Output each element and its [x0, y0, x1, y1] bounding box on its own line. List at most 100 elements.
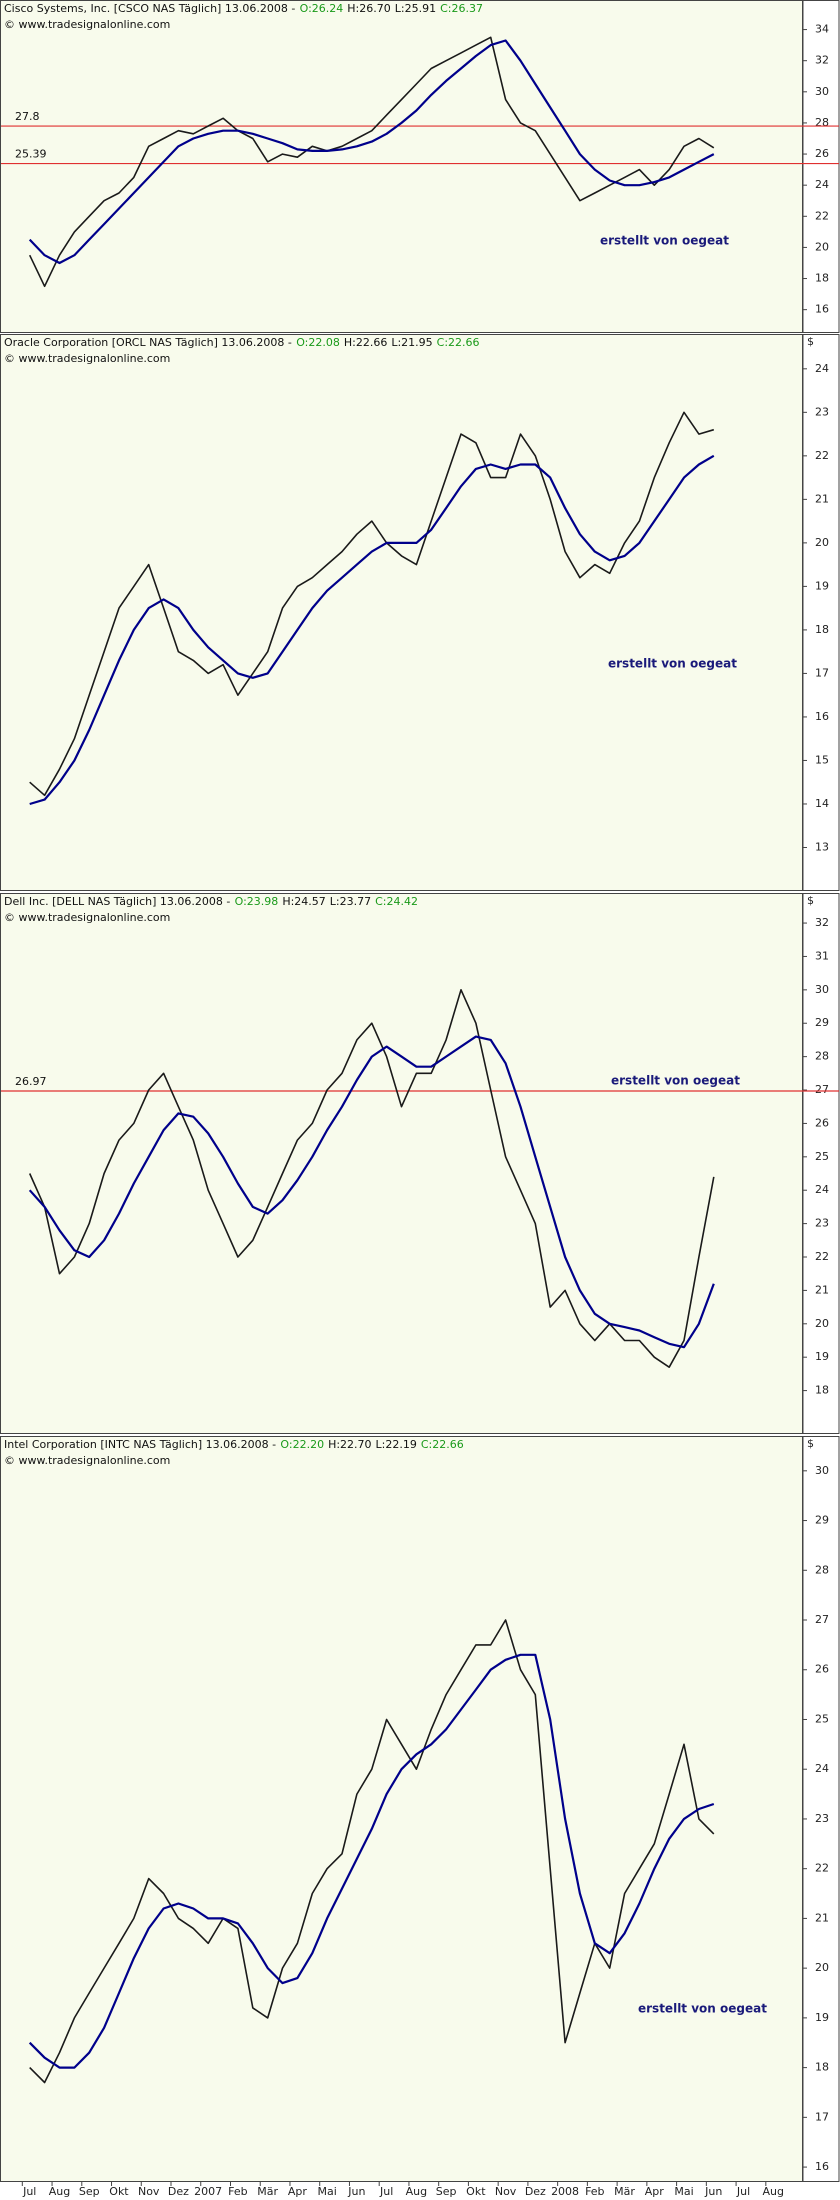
- price-line: [29, 411, 715, 797]
- y-tick-label: 34: [815, 23, 829, 36]
- moving-average-line: [28, 1035, 715, 1349]
- y-tick-label: 28: [815, 1050, 829, 1063]
- annotation: erstellt von oegeat: [611, 1074, 740, 1088]
- y-tick-label: 23: [815, 405, 829, 418]
- y-tick-label: 19: [815, 579, 829, 592]
- header-title: Oracle Corporation [ORCL NAS Täglich] 13…: [4, 336, 292, 349]
- x-tick-label: Apr: [288, 2185, 308, 2198]
- y-tick-label: 30: [815, 1464, 829, 1477]
- y-tick-label: 18: [815, 2061, 829, 2074]
- y-tick-label: 32: [815, 916, 829, 929]
- y-tick-label: 25: [815, 1712, 829, 1725]
- annotation: erstellt von oegeat: [638, 2002, 767, 2016]
- source-label: © www.tradesignalonline.com: [4, 352, 170, 365]
- source-label: © www.tradesignalonline.com: [4, 1454, 170, 1467]
- horizontal-line-label: 25.39: [15, 148, 47, 161]
- x-tick-label: 2008: [551, 2185, 579, 2198]
- price-line: [28, 36, 715, 288]
- y-tick-label: 29: [815, 1016, 829, 1029]
- y-tick-label: 17: [815, 2110, 829, 2123]
- source-label: © www.tradesignalonline.com: [4, 18, 170, 31]
- y-tick-label: 30: [815, 983, 829, 996]
- annotation: erstellt von oegeat: [600, 234, 729, 248]
- y-tick-label: 14: [815, 797, 829, 810]
- header-title: Cisco Systems, Inc. [CSCO NAS Täglich] 1…: [4, 2, 296, 15]
- panel-background: [0, 893, 803, 1434]
- y-tick-label: 26: [815, 147, 829, 160]
- y-tick-label: 24: [815, 1183, 829, 1196]
- x-tick-label: 2007: [194, 2185, 222, 2198]
- y-tick-label: 30: [815, 85, 829, 98]
- horizontal-line-label: 26.97: [15, 1075, 47, 1088]
- y-tick-label: 16: [815, 303, 829, 316]
- header-close: C:22.66: [437, 336, 480, 349]
- x-tick-label: Sep: [79, 2185, 100, 2198]
- y-tick-label: 20: [815, 1317, 829, 1330]
- y-tick-label: 29: [815, 1514, 829, 1527]
- x-tick-label: Dez: [525, 2185, 546, 2198]
- y-tick-label: 16: [815, 710, 829, 723]
- y-tick-label: 20: [815, 1961, 829, 1974]
- y-tick-label: 22: [815, 209, 829, 222]
- y-tick-label: 27: [815, 1083, 829, 1096]
- y-tick-label: 18: [815, 623, 829, 636]
- x-tick-label: Apr: [645, 2185, 665, 2198]
- y-tick-label: 23: [815, 1217, 829, 1230]
- unit-label: $: [807, 894, 814, 907]
- header-high: H:22.70: [328, 1438, 371, 1451]
- header-low: L:25.91: [395, 2, 436, 15]
- y-tick-label: 20: [815, 240, 829, 253]
- axis-column: [802, 1436, 840, 2182]
- price-line: [28, 989, 715, 1368]
- y-tick-label: 19: [815, 1350, 829, 1363]
- header-low: L:21.95: [391, 336, 432, 349]
- x-tick-label: Feb: [585, 2185, 604, 2198]
- y-tick-label: 24: [815, 362, 829, 375]
- y-tick-label: 19: [815, 2011, 829, 2024]
- unit-label: $: [807, 1437, 814, 1450]
- y-tick-label: 28: [815, 116, 829, 129]
- y-tick-label: 23: [815, 1812, 829, 1825]
- panel-background: [0, 0, 803, 333]
- panel-background: [0, 1436, 803, 2182]
- moving-average-line: [28, 39, 715, 265]
- y-tick-label: 13: [815, 840, 829, 853]
- x-tick-label: Jul: [379, 2185, 393, 2198]
- header-open: O:22.20: [280, 1438, 324, 1451]
- x-tick-label: Jun: [704, 2185, 722, 2198]
- x-tick-label: Jul: [736, 2185, 750, 2198]
- axis-column: [802, 334, 840, 891]
- x-tick-label: Okt: [466, 2185, 486, 2198]
- header-close: C:26.37: [440, 2, 483, 15]
- x-tick-label: Mai: [317, 2185, 336, 2198]
- panel-header: Cisco Systems, Inc. [CSCO NAS Täglich] 1…: [4, 2, 483, 15]
- panel-background: [0, 334, 803, 891]
- header-high: H:24.57: [282, 895, 325, 908]
- y-tick-label: 24: [815, 178, 829, 191]
- y-tick-label: 26: [815, 1116, 829, 1129]
- x-tick-label: Mär: [614, 2185, 635, 2198]
- panel-header: Oracle Corporation [ORCL NAS Täglich] 13…: [4, 336, 480, 349]
- unit-label: $: [807, 335, 814, 348]
- header-close: C:22.66: [421, 1438, 464, 1451]
- x-tick-label: Aug: [49, 2185, 70, 2198]
- x-tick-label: Okt: [109, 2185, 129, 2198]
- y-tick-label: 18: [815, 1384, 829, 1397]
- y-tick-label: 17: [815, 666, 829, 679]
- header-open: O:26.24: [300, 2, 344, 15]
- x-tick-label: Nov: [138, 2185, 160, 2198]
- x-tick-label: Jun: [347, 2185, 365, 2198]
- y-tick-label: 21: [815, 1911, 829, 1924]
- x-tick-label: Jul: [22, 2185, 36, 2198]
- horizontal-line-label: 27.8: [15, 110, 40, 123]
- y-tick-label: 21: [815, 492, 829, 505]
- y-tick-label: 28: [815, 1563, 829, 1576]
- x-tick-label: Mär: [257, 2185, 278, 2198]
- panel-header: Dell Inc. [DELL NAS Täglich] 13.06.2008 …: [4, 895, 418, 908]
- header-open: O:23.98: [235, 895, 279, 908]
- header-low: L:22.19: [376, 1438, 417, 1451]
- y-tick-label: 27: [815, 1613, 829, 1626]
- header-title: Intel Corporation [INTC NAS Täglich] 13.…: [4, 1438, 276, 1451]
- axis-column: [802, 0, 840, 333]
- header-low: L:23.77: [330, 895, 371, 908]
